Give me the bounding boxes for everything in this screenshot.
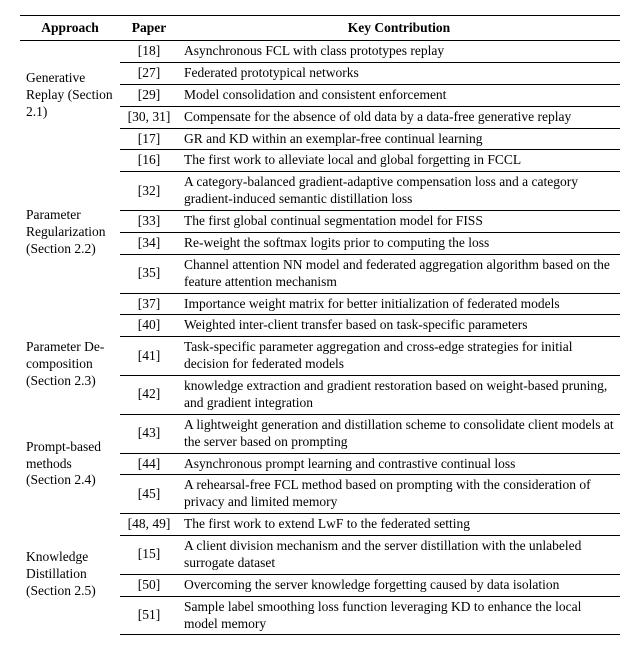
contribution-cell: Compensate for the absence of old data b… [178, 106, 620, 128]
paper-cell: [15] [120, 536, 178, 575]
contribution-cell: Overcoming the server knowledge forgetti… [178, 574, 620, 596]
contribution-cell: A rehearsal-free FCL method based on pro… [178, 475, 620, 514]
paper-cell: [35] [120, 254, 178, 293]
paper-cell: [29] [120, 84, 178, 106]
paper-cell: [51] [120, 596, 178, 635]
contribution-cell: GR and KD within an exemplar-free contin… [178, 128, 620, 150]
contribution-cell: A category-balanced gradient-adaptive co… [178, 172, 620, 211]
paper-cell: [16] [120, 150, 178, 172]
approach-cell: Parameter Regulariza­tion (Section 2.2) [20, 150, 120, 315]
paper-cell: [50] [120, 574, 178, 596]
paper-cell: [45] [120, 475, 178, 514]
contribution-cell: Federated prototypical networks [178, 62, 620, 84]
contribution-cell: Asynchronous prompt learning and contras… [178, 453, 620, 475]
contribution-cell: Re-weight the softmax logits prior to co… [178, 232, 620, 254]
paper-cell: [40] [120, 315, 178, 337]
contribution-cell: A lightweight generation and distillatio… [178, 414, 620, 453]
paper-cell: [30, 31] [120, 106, 178, 128]
table-header-row: Approach Paper Key Contribution [20, 16, 620, 41]
header-paper: Paper [120, 16, 178, 41]
contributions-table: Approach Paper Key Contribution Generati… [20, 15, 620, 635]
table-row: Parameter De­composition (Section 2.3)[4… [20, 315, 620, 337]
table-row: Generative Replay (Section 2.1)[18]Async… [20, 41, 620, 63]
approach-cell: Generative Replay (Section 2.1) [20, 41, 120, 150]
paper-cell: [27] [120, 62, 178, 84]
contribution-cell: Sample label smoothing loss function lev… [178, 596, 620, 635]
approach-cell: Knowledge Distillation (Section 2.5) [20, 514, 120, 635]
contribution-cell: Importance weight matrix for better init… [178, 293, 620, 315]
contribution-cell: The first work to extend LwF to the fede… [178, 514, 620, 536]
approach-cell: Parameter De­composition (Section 2.3) [20, 315, 120, 414]
contribution-cell: Model consolidation and consistent enfor… [178, 84, 620, 106]
paper-cell: [33] [120, 211, 178, 233]
contribution-cell: The first global continual segmentation … [178, 211, 620, 233]
contribution-cell: Task-specific parameter aggregation and … [178, 337, 620, 376]
header-contrib: Key Contribution [178, 16, 620, 41]
contribution-cell: Asynchronous FCL with class prototypes r… [178, 41, 620, 63]
paper-cell: [32] [120, 172, 178, 211]
paper-cell: [48, 49] [120, 514, 178, 536]
contribution-cell: Channel attention NN model and federated… [178, 254, 620, 293]
paper-cell: [43] [120, 414, 178, 453]
approach-cell: Prompt-based methods (Section 2.4) [20, 414, 120, 513]
paper-cell: [37] [120, 293, 178, 315]
table-row: Prompt-based methods (Section 2.4)[43]A … [20, 414, 620, 453]
contribution-cell: The first work to alleviate local and gl… [178, 150, 620, 172]
paper-cell: [34] [120, 232, 178, 254]
paper-cell: [18] [120, 41, 178, 63]
paper-cell: [41] [120, 337, 178, 376]
paper-cell: [44] [120, 453, 178, 475]
header-approach: Approach [20, 16, 120, 41]
table-row: Knowledge Distillation (Section 2.5)[48,… [20, 514, 620, 536]
contribution-cell: Weighted inter-client transfer based on … [178, 315, 620, 337]
paper-cell: [17] [120, 128, 178, 150]
paper-cell: [42] [120, 376, 178, 415]
contribution-cell: knowledge extraction and gradient restor… [178, 376, 620, 415]
table-row: Parameter Regulariza­tion (Section 2.2)[… [20, 150, 620, 172]
contribution-cell: A client division mechanism and the serv… [178, 536, 620, 575]
